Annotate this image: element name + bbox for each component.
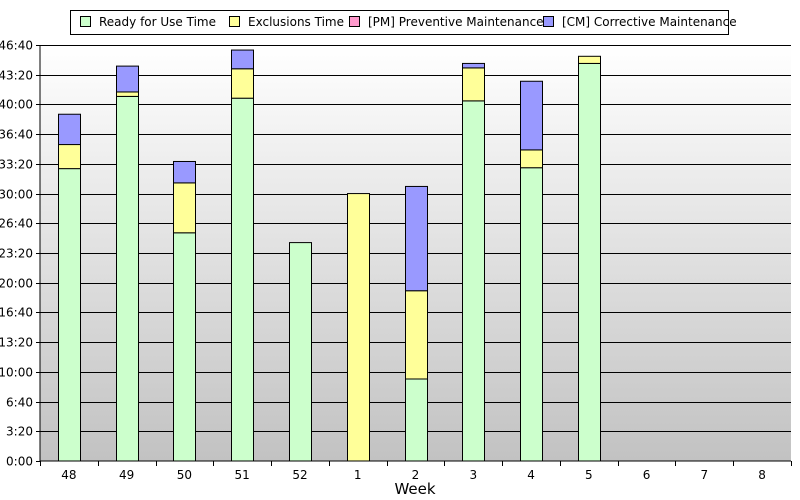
bar-segment bbox=[116, 95, 139, 462]
bar-segment bbox=[578, 55, 601, 64]
bar-segment bbox=[58, 113, 81, 146]
y-tick-label: 26:40 bbox=[0, 217, 33, 231]
bar-segment bbox=[231, 68, 254, 99]
bar-segment bbox=[116, 65, 139, 93]
x-tick-label: 1 bbox=[354, 468, 362, 482]
x-tick-label: 2 bbox=[412, 468, 420, 482]
bar-segment bbox=[405, 185, 428, 292]
x-tick-label: 50 bbox=[177, 468, 192, 482]
x-tick-label: 52 bbox=[292, 468, 307, 482]
y-tick-label: 40:00 bbox=[0, 98, 33, 112]
x-tick-label: 5 bbox=[585, 468, 593, 482]
bar-segment bbox=[462, 67, 485, 102]
legend-swatch bbox=[229, 16, 240, 27]
y-tick-label: 10:00 bbox=[0, 366, 33, 380]
x-tick-label: 48 bbox=[61, 468, 76, 482]
y-tick-label: 16:40 bbox=[0, 306, 33, 320]
bar-segment bbox=[462, 62, 485, 69]
bar-segment bbox=[289, 242, 312, 462]
x-tick-label: 8 bbox=[758, 468, 766, 482]
y-tick-label: 3:20 bbox=[6, 425, 33, 439]
bar-segment bbox=[173, 182, 196, 234]
x-tick-label: 49 bbox=[119, 468, 134, 482]
y-tick-labels: 0:00 3:20 6:40 10:00 13:20 16:40 20:00 23:20 26:… bbox=[0, 39, 40, 469]
x-tick-label: 6 bbox=[643, 468, 651, 482]
y-tick-label: 46:40 bbox=[0, 39, 33, 53]
y-tick-label: 0:00 bbox=[6, 455, 33, 469]
bar-segment bbox=[520, 149, 543, 169]
y-tick-label: 6:40 bbox=[6, 396, 33, 410]
y-tick-label: 33:20 bbox=[0, 158, 33, 172]
bar-segment bbox=[173, 232, 196, 462]
y-tick-label: 23:20 bbox=[0, 247, 33, 261]
bar-segment bbox=[520, 167, 543, 462]
y-tick-label: 13:20 bbox=[0, 336, 33, 350]
bar-segment bbox=[58, 144, 81, 170]
legend: Ready for Use Time Exclusions Time [PM] Pr… bbox=[70, 10, 737, 35]
bar-segment bbox=[405, 290, 428, 380]
bar-segment bbox=[173, 160, 196, 184]
y-tick-label: 20:00 bbox=[0, 277, 33, 291]
y-tick-label: 30:00 bbox=[0, 188, 33, 202]
legend-box bbox=[70, 10, 729, 35]
bar-segment bbox=[520, 80, 543, 151]
x-tick-label: 7 bbox=[701, 468, 709, 482]
x-tick-labels: 48 49 50 51 52 1 2 3 4 5 6 7 8 bbox=[40, 461, 792, 482]
x-axis-title: Week bbox=[394, 480, 435, 498]
bar-segment bbox=[578, 62, 601, 462]
x-tick-label: 3 bbox=[469, 468, 477, 482]
legend-label: Ready for Use Time bbox=[99, 15, 216, 29]
bar-segment bbox=[462, 100, 485, 462]
bar-segment bbox=[347, 193, 370, 462]
bar-segment bbox=[231, 49, 254, 70]
x-tick-label: 4 bbox=[527, 468, 535, 482]
y-tick-label: 43:20 bbox=[0, 69, 33, 83]
bar-segment bbox=[116, 91, 139, 97]
legend-swatch bbox=[80, 16, 91, 27]
x-tick-label: 51 bbox=[235, 468, 250, 482]
legend-swatch bbox=[543, 16, 554, 27]
bar-segment bbox=[231, 97, 254, 462]
legend-label: [PM] Preventive Maintenance bbox=[368, 15, 544, 29]
legend-label: Exclusions Time bbox=[248, 15, 344, 29]
bar-segment bbox=[405, 378, 428, 462]
y-tick-label: 36:40 bbox=[0, 128, 33, 142]
bar-group bbox=[58, 49, 601, 462]
legend-swatch bbox=[349, 16, 360, 27]
legend-label: [CM] Corrective Maintenance bbox=[562, 15, 737, 29]
bar-segment bbox=[58, 168, 81, 462]
